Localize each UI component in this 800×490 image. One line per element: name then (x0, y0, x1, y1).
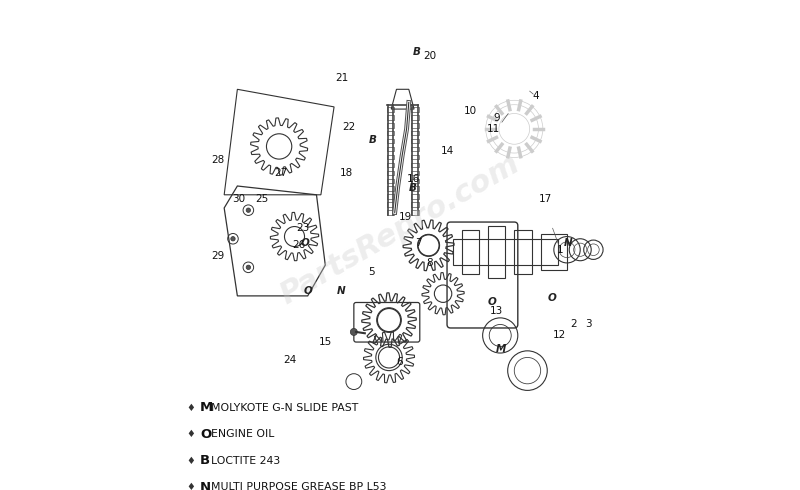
Text: ENGINE OIL: ENGINE OIL (211, 429, 274, 440)
Text: 15: 15 (318, 337, 332, 347)
Text: PartsRepro.com: PartsRepro.com (275, 149, 525, 311)
Bar (387, 147, 394, 151)
Bar (514, 230, 532, 274)
Circle shape (230, 237, 235, 241)
Bar (411, 171, 419, 175)
Text: ♦: ♦ (187, 429, 195, 440)
Text: 22: 22 (342, 122, 355, 132)
Bar (541, 234, 567, 270)
Text: 17: 17 (539, 194, 553, 204)
Text: O: O (303, 287, 312, 296)
Text: M: M (496, 343, 506, 354)
Bar (387, 186, 394, 191)
Text: O: O (548, 293, 557, 303)
Text: ♦: ♦ (187, 456, 195, 466)
Text: 30: 30 (232, 194, 245, 204)
Bar (411, 107, 419, 112)
Text: 14: 14 (441, 146, 454, 156)
Bar (411, 139, 419, 144)
Text: 9: 9 (494, 113, 500, 123)
Bar (411, 210, 419, 215)
Bar (411, 202, 419, 207)
Text: MOLYKOTE G-N SLIDE PAST: MOLYKOTE G-N SLIDE PAST (211, 403, 358, 413)
Bar (387, 210, 394, 215)
Bar (411, 147, 419, 151)
Circle shape (350, 328, 358, 336)
Text: ♦: ♦ (187, 403, 195, 413)
Text: 10: 10 (464, 106, 477, 116)
Bar (387, 123, 394, 127)
Bar (453, 239, 558, 265)
Text: 8: 8 (426, 258, 434, 268)
Text: 2: 2 (570, 319, 577, 329)
Bar (488, 225, 506, 278)
Text: 12: 12 (553, 330, 566, 341)
Text: MULTI PURPOSE GREASE BP L53: MULTI PURPOSE GREASE BP L53 (211, 482, 386, 490)
Bar (387, 163, 394, 167)
Text: 28: 28 (211, 155, 224, 165)
Text: B: B (413, 47, 421, 57)
Text: 3: 3 (585, 319, 591, 329)
Bar (411, 115, 419, 120)
Text: B: B (200, 454, 210, 467)
Circle shape (246, 208, 250, 212)
Bar (411, 186, 419, 191)
Text: 23: 23 (297, 223, 310, 233)
Bar (387, 195, 394, 199)
Text: 18: 18 (340, 168, 353, 178)
Bar (411, 178, 419, 183)
Text: 5: 5 (368, 267, 374, 277)
Text: 29: 29 (211, 251, 224, 261)
Text: N: N (563, 238, 572, 248)
Bar (387, 155, 394, 159)
Text: 25: 25 (255, 194, 268, 204)
Text: N: N (336, 287, 345, 296)
Bar (411, 163, 419, 167)
Bar (387, 115, 394, 120)
Text: 26: 26 (292, 240, 306, 250)
Circle shape (246, 265, 250, 270)
Text: 24: 24 (283, 355, 297, 365)
Text: 19: 19 (399, 212, 412, 222)
Bar (387, 202, 394, 207)
Bar (387, 131, 394, 135)
Text: 11: 11 (486, 124, 500, 134)
Bar (387, 107, 394, 112)
Bar (387, 178, 394, 183)
Text: 27: 27 (274, 168, 288, 178)
Text: O: O (488, 297, 497, 308)
Text: 6: 6 (397, 357, 403, 367)
Bar (387, 139, 394, 144)
Bar (411, 123, 419, 127)
Bar (462, 230, 479, 274)
Text: 1: 1 (557, 245, 564, 255)
Text: B: B (410, 183, 417, 193)
Text: 4: 4 (532, 91, 538, 101)
Text: O: O (200, 428, 211, 441)
Text: 16: 16 (406, 174, 420, 184)
Text: 13: 13 (490, 306, 503, 316)
Bar (411, 155, 419, 159)
Text: 7: 7 (415, 238, 422, 248)
Text: 20: 20 (423, 51, 437, 61)
Text: N: N (200, 481, 211, 490)
Text: M: M (200, 401, 214, 415)
Text: B: B (369, 135, 377, 145)
Text: LOCTITE 243: LOCTITE 243 (211, 456, 280, 466)
Text: ♦: ♦ (187, 482, 195, 490)
Text: 21: 21 (335, 74, 349, 83)
Bar (411, 195, 419, 199)
Bar (387, 171, 394, 175)
Text: O: O (301, 238, 310, 248)
Bar (411, 131, 419, 135)
